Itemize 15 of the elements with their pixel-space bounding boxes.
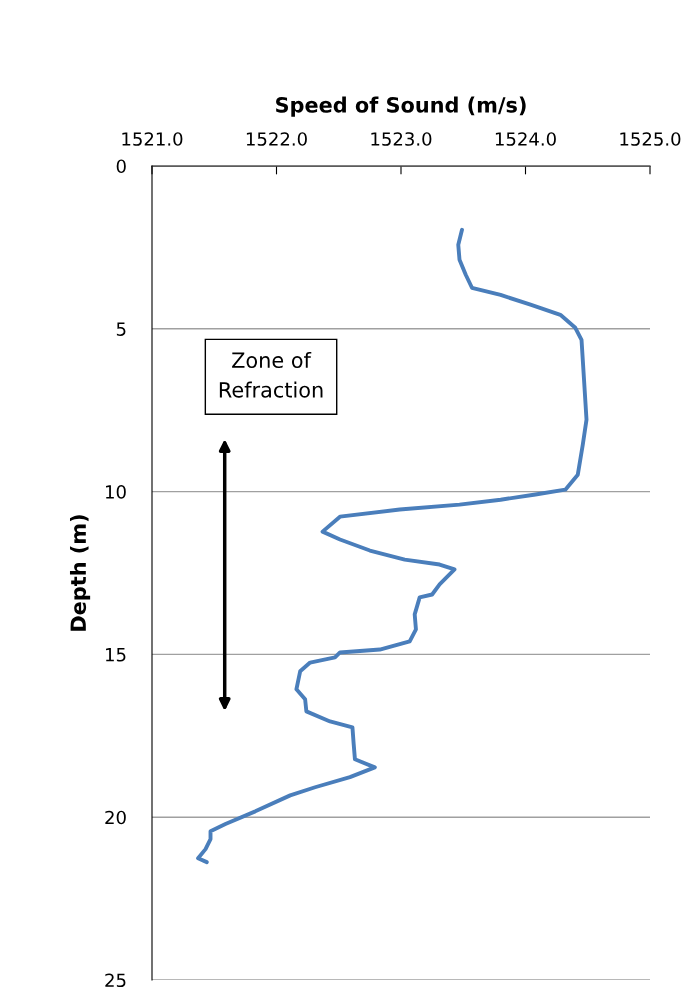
x-tick-label: 1523.0	[371, 132, 432, 146]
x-tick-label: 1521.0	[122, 132, 183, 146]
y-tick-label: 0	[116, 159, 126, 174]
y-tick-label: 20	[105, 810, 126, 825]
x-tick-label: 1522.0	[246, 132, 307, 146]
y-tick-label: 5	[116, 322, 126, 336]
y-tick-label: 15	[106, 648, 126, 662]
line-series	[196, 227, 589, 865]
x-tick-label: 1524.0	[495, 132, 556, 146]
y-axis-title: Depth (m)	[69, 515, 91, 631]
y-tick-label: 10	[106, 485, 126, 499]
y-tick-label: 25	[105, 973, 126, 988]
x-axis-title: Speed of Sound (m/s)	[276, 96, 526, 117]
annotation: Zone of Refraction	[219, 351, 323, 398]
x-tick-label: 1525.0	[620, 132, 681, 146]
